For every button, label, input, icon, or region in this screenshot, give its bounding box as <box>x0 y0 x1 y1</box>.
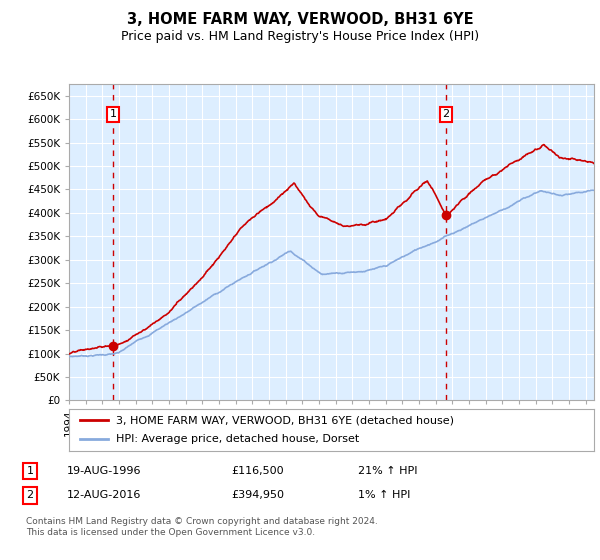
Text: 1% ↑ HPI: 1% ↑ HPI <box>358 491 410 501</box>
Text: 1: 1 <box>109 109 116 119</box>
Text: 2: 2 <box>442 109 449 119</box>
Text: Price paid vs. HM Land Registry's House Price Index (HPI): Price paid vs. HM Land Registry's House … <box>121 30 479 43</box>
Text: 21% ↑ HPI: 21% ↑ HPI <box>358 466 417 476</box>
Text: 12-AUG-2016: 12-AUG-2016 <box>67 491 141 501</box>
Text: HPI: Average price, detached house, Dorset: HPI: Average price, detached house, Dors… <box>116 435 359 445</box>
Text: 1: 1 <box>26 466 34 476</box>
Text: 3, HOME FARM WAY, VERWOOD, BH31 6YE: 3, HOME FARM WAY, VERWOOD, BH31 6YE <box>127 12 473 27</box>
Text: £394,950: £394,950 <box>231 491 284 501</box>
Text: £116,500: £116,500 <box>231 466 284 476</box>
Text: 3, HOME FARM WAY, VERWOOD, BH31 6YE (detached house): 3, HOME FARM WAY, VERWOOD, BH31 6YE (det… <box>116 415 454 425</box>
Text: 19-AUG-1996: 19-AUG-1996 <box>67 466 141 476</box>
Text: 2: 2 <box>26 491 34 501</box>
Text: Contains HM Land Registry data © Crown copyright and database right 2024.
This d: Contains HM Land Registry data © Crown c… <box>26 517 378 536</box>
